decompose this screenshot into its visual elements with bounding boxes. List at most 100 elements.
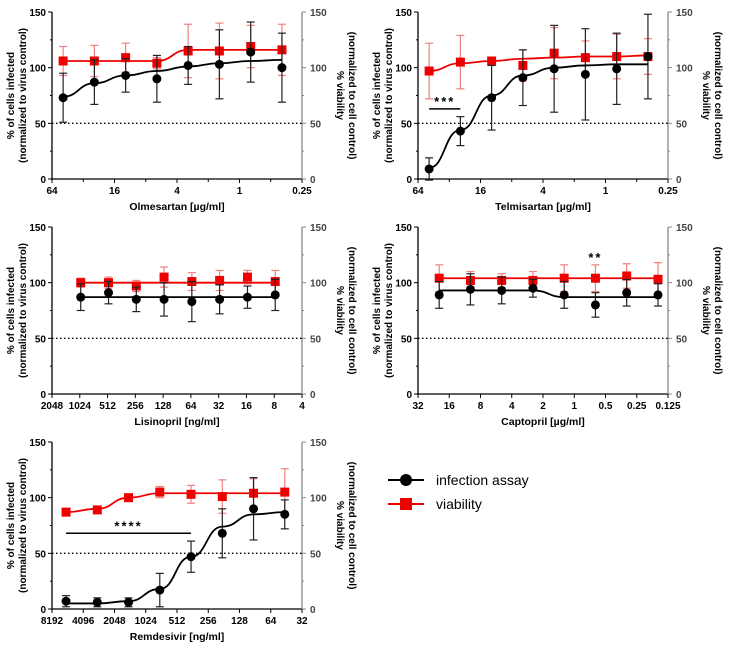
y2-axis-label-2: (normalized to cell control) xyxy=(346,247,357,375)
y2-tick-label: 50 xyxy=(676,334,688,345)
y-tick-label: 0 xyxy=(40,390,46,401)
chart-svg: 0 0 50 50 100 100 150 150 2048 1024 512 256 128 64 32 1… xyxy=(6,223,357,428)
viability-point xyxy=(215,275,225,285)
infection-point xyxy=(559,290,569,300)
y-tick-label: 150 xyxy=(395,8,412,19)
y2-tick-label: 100 xyxy=(310,64,327,75)
x-tick-label: 0.125 xyxy=(655,401,680,412)
viability-point xyxy=(455,57,465,67)
infection-point xyxy=(590,300,600,310)
viability-point xyxy=(590,273,600,283)
x-tick-label: 256 xyxy=(200,616,217,627)
y2-axis-label: % viability xyxy=(334,501,345,550)
infection-point xyxy=(131,294,141,304)
infection-point xyxy=(580,69,590,79)
y2-tick-label: 100 xyxy=(676,64,693,75)
viability-point xyxy=(622,271,632,281)
y-axis-label: % of cells infected xyxy=(372,267,383,354)
y2-axis-label-2: (normalized to cell control) xyxy=(712,32,723,160)
infection-point xyxy=(89,77,99,87)
chart-svg: 0 0 50 50 100 100 150 150 64 16 4 1 0.25 Olmesartan [… xyxy=(6,8,357,213)
chart-remdesivir: 0 0 50 50 100 100 150 150 8192 4096 2048 1024 512 256… xyxy=(0,430,366,645)
viability-point xyxy=(424,66,434,76)
chart-svg: 0 0 50 50 100 100 150 150 64 16 4 1 0.25 Telmisartan … xyxy=(372,8,723,213)
viability-point xyxy=(159,272,169,282)
x-tick-label: 32 xyxy=(213,401,225,412)
x-tick-label: 2 xyxy=(540,401,546,412)
infection-point xyxy=(242,292,252,302)
infection-point xyxy=(280,509,290,519)
y2-tick-label: 0 xyxy=(676,175,682,186)
infection-point xyxy=(434,290,444,300)
viability-point xyxy=(242,272,252,282)
y2-tick-label: 150 xyxy=(310,8,327,19)
infection-point xyxy=(643,52,653,62)
infection-point xyxy=(246,47,256,57)
x-tick-label: 4 xyxy=(540,186,546,197)
x-tick-label: 8192 xyxy=(41,616,64,627)
y-tick-label: 100 xyxy=(395,279,412,290)
x-tick-label: 32 xyxy=(296,616,308,627)
x-tick-label: 64 xyxy=(265,616,277,627)
infection-point xyxy=(183,60,193,70)
y-tick-label: 50 xyxy=(35,549,47,560)
x-tick-label: 256 xyxy=(127,401,144,412)
x-tick-label: 4096 xyxy=(72,616,95,627)
infection-point xyxy=(58,93,68,103)
y2-tick-label: 50 xyxy=(676,119,688,130)
y-tick-label: 100 xyxy=(29,494,46,505)
infection-point xyxy=(217,528,227,538)
chart-svg: 0 0 50 50 100 100 150 150 32 16 8 4 2 1 0.5 0.25 0.125 Ca… xyxy=(372,223,723,428)
infection-fit-curve xyxy=(66,511,285,605)
infection-point xyxy=(653,290,663,300)
x-tick-label: 16 xyxy=(241,401,253,412)
infection-point xyxy=(186,552,196,562)
y2-tick-label: 100 xyxy=(676,279,693,290)
x-tick-label: 16 xyxy=(444,401,456,412)
chart-olmesartan: 0 0 50 50 100 100 150 150 64 16 4 1 0.25 Olmesartan [… xyxy=(0,0,366,215)
infection-point xyxy=(424,164,434,174)
x-tick-label: 0.25 xyxy=(292,186,312,197)
viability-point xyxy=(58,56,68,66)
x-tick-label: 0.25 xyxy=(627,401,647,412)
x-tick-label: 1024 xyxy=(69,401,92,412)
infection-point xyxy=(159,294,169,304)
viability-point xyxy=(217,492,227,502)
viability-point xyxy=(280,487,290,497)
y-tick-label: 150 xyxy=(395,223,412,234)
y2-tick-label: 0 xyxy=(310,175,316,186)
y-axis-label: % of cells infected xyxy=(6,267,17,354)
y-tick-label: 0 xyxy=(40,175,46,186)
x-tick-label: 64 xyxy=(412,186,424,197)
viability-point xyxy=(92,505,102,515)
x-tick-label: 0.5 xyxy=(599,401,613,412)
infection-point xyxy=(249,504,259,514)
infection-point xyxy=(76,292,86,302)
y-tick-label: 150 xyxy=(29,438,46,449)
x-tick-label: 1 xyxy=(571,401,577,412)
y-axis-label-2: (normalized to virus control) xyxy=(18,458,29,593)
y2-tick-label: 0 xyxy=(676,390,682,401)
x-axis-label: Remdesivir [ng/ml] xyxy=(130,631,225,643)
infection-point xyxy=(104,288,114,298)
circle-marker-icon xyxy=(388,474,424,486)
viability-point xyxy=(653,274,663,284)
y-tick-label: 50 xyxy=(401,334,413,345)
y-axis-label-2: (normalized to virus control) xyxy=(18,28,29,163)
y2-tick-label: 100 xyxy=(310,279,327,290)
y-tick-label: 50 xyxy=(35,119,47,130)
y-tick-label: 100 xyxy=(29,279,46,290)
y-tick-label: 150 xyxy=(29,8,46,19)
x-tick-label: 512 xyxy=(99,401,116,412)
viability-point xyxy=(155,487,165,497)
viability-point xyxy=(124,493,134,503)
y2-tick-label: 50 xyxy=(310,334,322,345)
y2-axis-label: % viability xyxy=(700,286,711,335)
significance-label: *** xyxy=(434,94,455,109)
x-tick-label: 4 xyxy=(509,401,515,412)
x-tick-label: 128 xyxy=(231,616,248,627)
x-tick-label: 8 xyxy=(478,401,484,412)
x-tick-label: 32 xyxy=(412,401,424,412)
viability-point xyxy=(487,56,497,66)
viability-point xyxy=(186,489,196,499)
